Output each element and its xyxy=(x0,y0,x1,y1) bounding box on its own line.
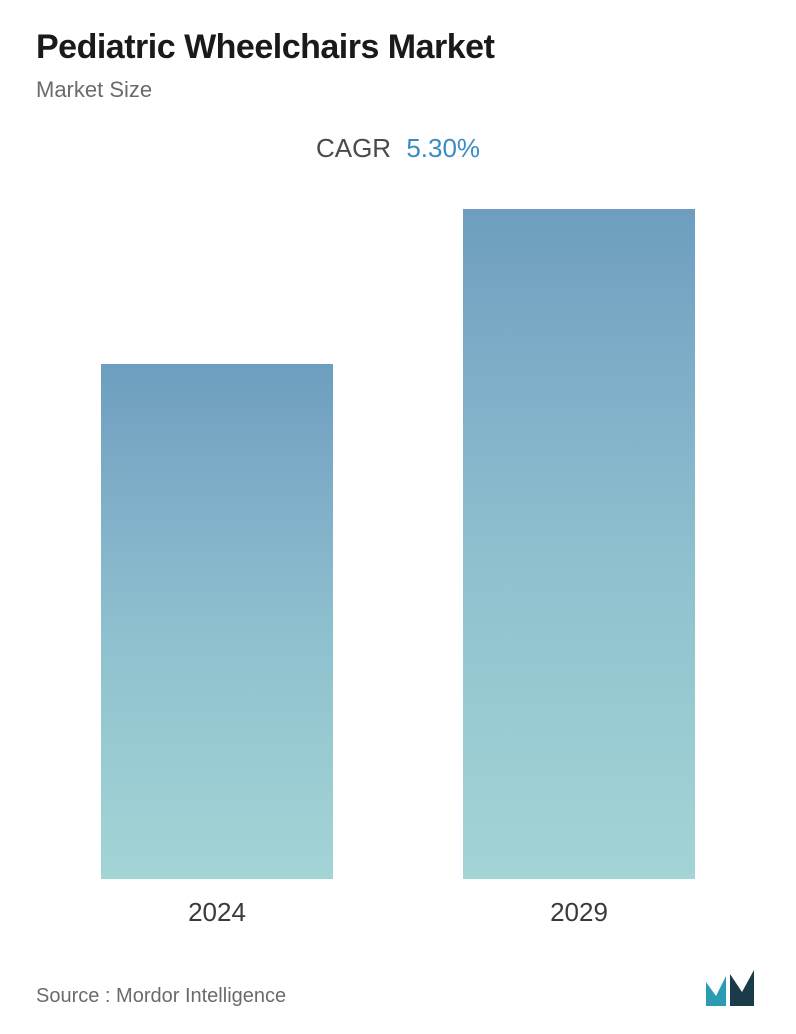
cagr-label: CAGR xyxy=(316,133,391,163)
source-text: Source : Mordor Intelligence xyxy=(36,985,286,1008)
bar-label-1: 2029 xyxy=(550,897,608,928)
chart-title: Pediatric Wheelchairs Market xyxy=(36,28,760,67)
bar-chart: 2024 2029 xyxy=(36,204,760,938)
logo-icon xyxy=(704,968,760,1008)
cagr-row: CAGR 5.30% xyxy=(36,133,760,164)
bar-group-0: 2024 xyxy=(101,204,333,928)
chart-container: Pediatric Wheelchairs Market Market Size… xyxy=(0,0,796,1034)
chart-subtitle: Market Size xyxy=(36,77,760,103)
bar-0 xyxy=(101,364,333,879)
bar-1 xyxy=(463,209,695,879)
bar-group-1: 2029 xyxy=(463,204,695,928)
cagr-value: 5.30% xyxy=(406,133,480,163)
bar-label-0: 2024 xyxy=(188,897,246,928)
footer: Source : Mordor Intelligence xyxy=(36,968,760,1014)
